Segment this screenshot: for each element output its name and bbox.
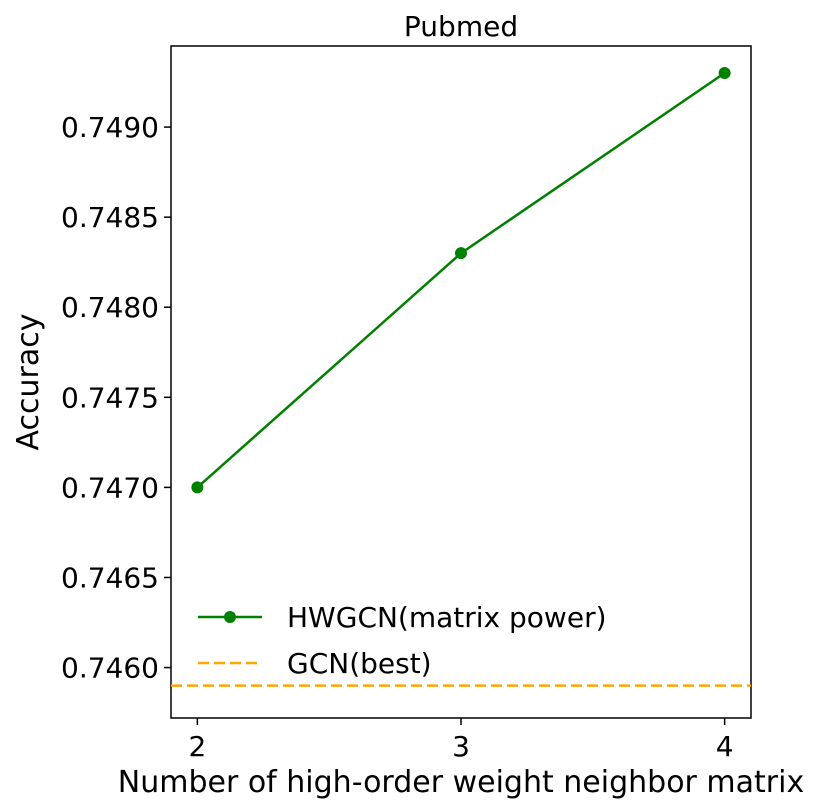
y-tick-label: 0.7490 (61, 111, 159, 144)
y-tick-label: 0.7475 (61, 381, 159, 414)
x-tick-label: 2 (188, 730, 206, 763)
legend-label-gcn-best: GCN(best) (287, 647, 432, 680)
x-tick-label: 4 (716, 730, 734, 763)
y-axis-label: Accuracy (11, 314, 46, 451)
y-tick-label: 0.7485 (61, 201, 159, 234)
series-line-hwgcn (196, 71, 726, 489)
legend-marker-hwgcn (224, 611, 236, 623)
data-point-hwgcn (191, 481, 204, 494)
x-axis-ticks: 2 3 4 (188, 718, 734, 763)
y-tick-label: 0.7465 (61, 561, 159, 594)
legend: HWGCN(matrix power) GCN(best) (198, 601, 607, 680)
y-axis-ticks: 0.7460 0.7465 0.7470 0.7475 0.7480 0.7485 0.74… (61, 111, 171, 685)
x-tick-label: 3 (452, 730, 470, 763)
data-point-hwgcn (718, 67, 731, 80)
legend-label-hwgcn: HWGCN(matrix power) (287, 601, 607, 634)
series-layer (171, 67, 751, 687)
x-axis-label: Number of high-order weight neighbor mat… (118, 765, 804, 800)
y-tick-label: 0.7480 (61, 291, 159, 324)
chart-title: Pubmed (404, 10, 518, 43)
y-tick-label: 0.7460 (61, 652, 159, 685)
data-point-hwgcn (455, 247, 467, 260)
y-tick-label: 0.7470 (61, 471, 159, 504)
